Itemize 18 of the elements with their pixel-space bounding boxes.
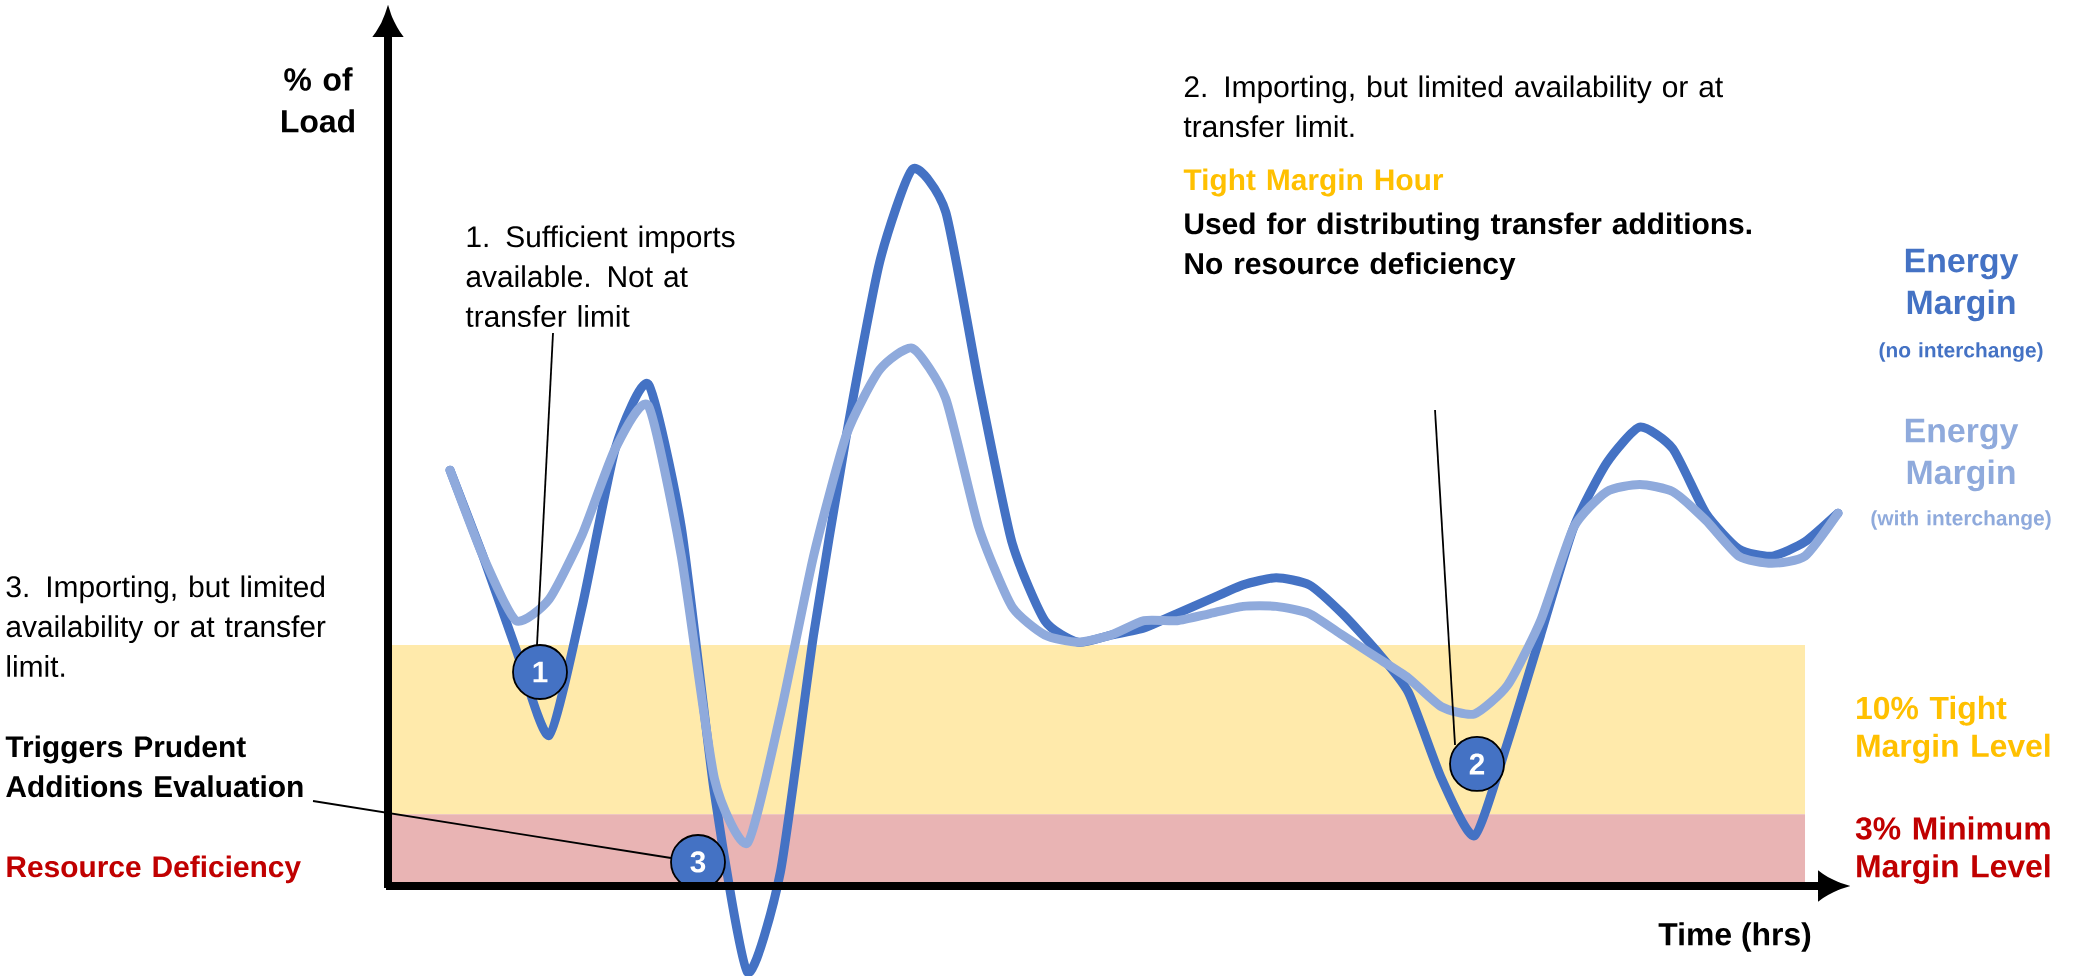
text: Resource Deficiency bbox=[7, 855, 301, 884]
text: Triggers Prudent Additions Evaluation bbox=[5, 735, 303, 798]
text: 3. Importing, but limited availability or at transfer limit. bbox=[6, 575, 326, 677]
text: 2. Importing, but limited availability or at transfer limit. bbox=[1183, 75, 1723, 138]
band-label: 10% Tight Margin Level bbox=[1857, 695, 2050, 764]
y-axis-title: % of Load bbox=[282, 67, 354, 133]
text: Energy Margin bbox=[1905, 248, 2019, 322]
band-label: 3% Minimum Margin Level bbox=[1855, 816, 2050, 884]
text: (with interchange) bbox=[1871, 510, 2051, 530]
x-axis-title: Time (hrs) bbox=[1658, 922, 1811, 952]
annotation: Used for distributing transfer additions. No resource deficiency bbox=[1185, 212, 1751, 281]
annotation: 2 bbox=[1469, 753, 1485, 775]
text: (no interchange) bbox=[1879, 342, 2043, 362]
annotation: 3 bbox=[690, 851, 706, 873]
annotation: 1 bbox=[533, 661, 548, 683]
annotation: 1. Sufficient imports available. Not at transfer limit bbox=[465, 225, 735, 328]
text: Energy Margin bbox=[1905, 418, 2019, 492]
annotation: Tight Margin Hour bbox=[1183, 168, 1444, 197]
